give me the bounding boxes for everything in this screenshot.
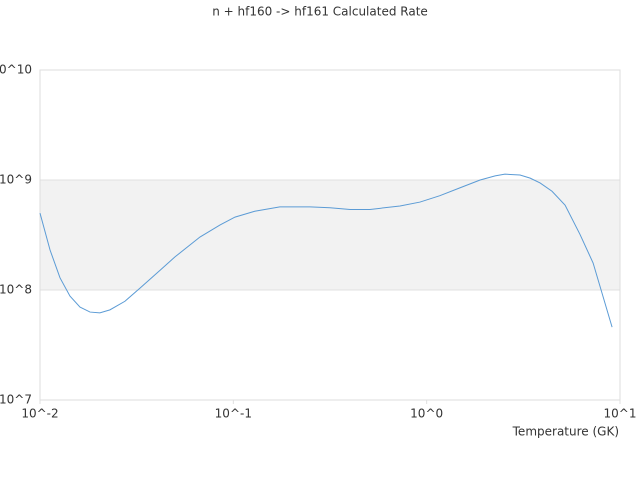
y-tick-label: 10^10 [0,63,32,77]
chart-title: n + hf160 -> hf161 Calculated Rate [212,5,428,19]
x-tick-label: 10^1 [604,407,637,421]
plot-frame [39,69,621,401]
x-tick-label: 10^0 [410,407,443,421]
grid-band [40,180,620,290]
x-tick-label: 10^-2 [21,407,58,421]
y-tick-label: 10^9 [0,173,32,187]
y-tick-label: 10^8 [0,283,32,297]
line-series [39,173,613,328]
x-axis-label: Temperature (GK) [512,425,619,439]
y-tick-label: 10^7 [0,393,32,407]
x-tick-label: 10^-1 [215,407,252,421]
